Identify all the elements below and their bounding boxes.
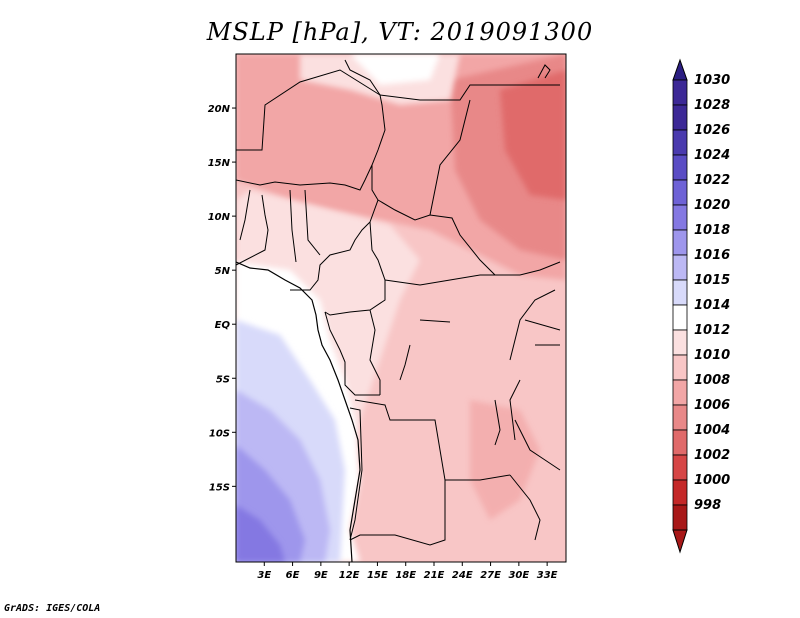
colorbar-swatch xyxy=(672,179,688,206)
colorbar-swatch xyxy=(672,329,688,356)
lon-tick-label: 24E xyxy=(452,570,473,581)
colorbar-label: 1012 xyxy=(694,323,730,338)
lat-tick-label: 5S xyxy=(216,374,230,385)
lat-tick-label: 15N xyxy=(208,158,231,169)
colorbar-label: 1028 xyxy=(694,98,730,113)
lon-tick-label: 6E xyxy=(286,570,300,581)
colorbar-label: 1026 xyxy=(694,123,730,138)
colorbar-label: 1004 xyxy=(694,423,730,438)
lon-tick-label: 27E xyxy=(480,570,501,581)
lon-tick-label: 33E xyxy=(537,570,558,581)
map-frame xyxy=(235,53,567,563)
colorbar-swatch xyxy=(672,79,688,106)
lat-tick-label: EQ xyxy=(215,320,231,331)
colorbar-top-arrow xyxy=(672,58,688,81)
colorbar-label: 1020 xyxy=(694,198,730,213)
colorbar-label: 1015 xyxy=(694,273,730,288)
colorbar-label: 1018 xyxy=(694,223,730,238)
colorbar-label: 1024 xyxy=(694,148,730,163)
colorbar-label: 1002 xyxy=(694,448,730,463)
colorbar-label: 1014 xyxy=(694,298,730,313)
latitude-axis: 20N 15N 10N 5N EQ 5S 10S 15S xyxy=(208,104,236,493)
colorbar-label: 1008 xyxy=(694,373,730,388)
colorbar-swatch xyxy=(672,454,688,481)
colorbar-swatch xyxy=(672,479,688,506)
colorbar-swatch xyxy=(672,129,688,156)
colorbar-bottom-arrow xyxy=(672,529,688,554)
lon-tick-label: 18E xyxy=(395,570,416,581)
colorbar-swatch xyxy=(672,279,688,306)
colorbar-swatch xyxy=(672,254,688,281)
longitude-axis: 3E 6E 9E 12E 15E 18E 21E 24E 27E 30E 33E xyxy=(257,562,558,581)
colorbar-swatch xyxy=(672,204,688,231)
lat-tick-label: 10S xyxy=(209,428,230,439)
lat-tick-label: 15S xyxy=(209,482,230,493)
lon-tick-label: 9E xyxy=(314,570,328,581)
credit-text: GrADS: IGES/COLA xyxy=(4,603,101,614)
colorbar-label: 1016 xyxy=(694,248,730,263)
lon-tick-label: 3E xyxy=(257,570,271,581)
mslp-field xyxy=(236,54,566,562)
colorbar: 1030 1028 1026 1024 1022 1020 1018 1016 1015 1014… xyxy=(672,58,730,554)
lon-tick-label: 30E xyxy=(508,570,529,581)
lat-tick-label: 20N xyxy=(208,104,231,115)
colorbar-label: 1010 xyxy=(694,348,730,363)
colorbar-label: 1000 xyxy=(694,473,730,488)
colorbar-swatch xyxy=(672,504,688,531)
colorbar-swatch xyxy=(672,429,688,456)
colorbar-label: 1006 xyxy=(694,398,730,413)
colorbar-label: 998 xyxy=(694,498,721,513)
colorbar-swatch xyxy=(672,154,688,181)
lon-tick-label: 12E xyxy=(339,570,360,581)
colorbar-label: 1030 xyxy=(694,73,730,88)
colorbar-swatch xyxy=(672,354,688,381)
colorbar-swatch xyxy=(672,304,688,331)
chart-title: MSLP [hPa], VT: 2019091300 xyxy=(206,18,594,46)
colorbar-label: 1022 xyxy=(694,173,730,188)
coastline xyxy=(236,261,361,562)
colorbar-swatch xyxy=(672,229,688,256)
lat-tick-label: 5N xyxy=(215,266,231,277)
lon-tick-label: 21E xyxy=(424,570,445,581)
colorbar-swatch xyxy=(672,104,688,131)
colorbar-swatch xyxy=(672,404,688,431)
lat-tick-label: 10N xyxy=(208,212,231,223)
country-borders xyxy=(236,59,561,546)
colorbar-swatch xyxy=(672,379,688,406)
lon-tick-label: 15E xyxy=(367,570,388,581)
